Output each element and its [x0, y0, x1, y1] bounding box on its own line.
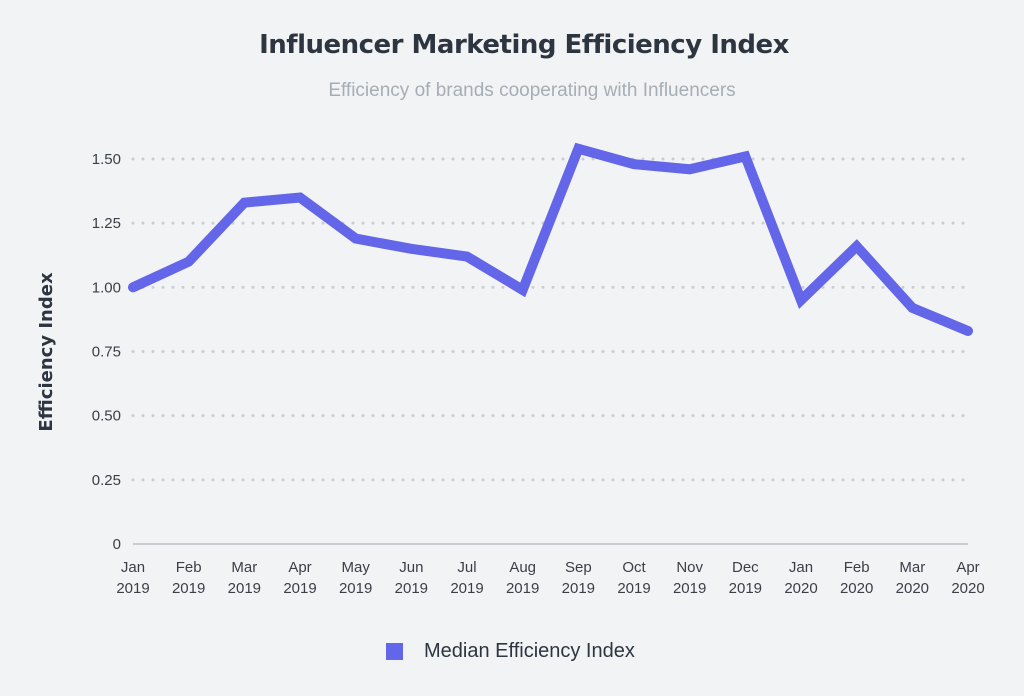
x-tick-label: 2019: [395, 580, 428, 597]
legend: Median Efficiency Index: [386, 640, 635, 663]
legend-swatch-icon: [386, 643, 403, 660]
x-tick-label: Mar: [231, 559, 257, 576]
y-tick-label: 0: [113, 536, 121, 553]
x-tick-label: 2020: [840, 580, 873, 597]
x-tick-label: Oct: [622, 559, 646, 576]
x-tick-label: 2019: [562, 580, 595, 597]
y-tick-label: 1.50: [92, 151, 121, 168]
x-tick-label: Jan: [789, 559, 813, 576]
x-tick-label: Aug: [509, 559, 536, 576]
x-tick-label: Feb: [844, 559, 870, 576]
x-tick-label: 2019: [506, 580, 539, 597]
y-tick-label: 0.25: [92, 472, 121, 489]
x-tick-label: 2019: [673, 580, 706, 597]
y-tick-label: 0.50: [92, 408, 121, 425]
x-tick-label: May: [341, 559, 370, 576]
x-tick-label: 2020: [784, 580, 817, 597]
x-tick-label: 2019: [283, 580, 316, 597]
series-line: [128, 142, 973, 336]
x-tick-label: 2020: [896, 580, 929, 597]
x-tick-label: Mar: [899, 559, 925, 576]
chart-subtitle: Efficiency of brands cooperating with In…: [328, 80, 736, 101]
x-tick-label: 2019: [729, 580, 762, 597]
x-tick-label: 2019: [339, 580, 372, 597]
x-tick-label: 2019: [450, 580, 483, 597]
x-tick-label: 2019: [228, 580, 261, 597]
x-tick-label: Apr: [288, 559, 311, 576]
x-tick-label: Nov: [676, 559, 703, 576]
y-tick-label: 0.75: [92, 344, 121, 361]
y-tick-label: 1.00: [92, 279, 121, 296]
x-tick-label: Jul: [457, 559, 476, 576]
x-tick-label: Jun: [399, 559, 423, 576]
x-tick-label: Feb: [176, 559, 202, 576]
x-tick-label: Jan: [121, 559, 145, 576]
legend-label: Median Efficiency Index: [424, 640, 635, 662]
x-tick-label: Dec: [732, 559, 759, 576]
chart-title: Influencer Marketing Efficiency Index: [259, 30, 789, 60]
x-tick-label: 2019: [172, 580, 205, 597]
x-tick-label: 2019: [617, 580, 650, 597]
x-tick-label: 2019: [116, 580, 149, 597]
y-tick-label: 1.25: [92, 215, 121, 232]
x-tick-label: Apr: [956, 559, 979, 576]
y-axis-label: Efficiency Index: [36, 272, 57, 432]
x-tick-label: Sep: [565, 559, 592, 576]
x-tick-label: 2020: [951, 580, 984, 597]
